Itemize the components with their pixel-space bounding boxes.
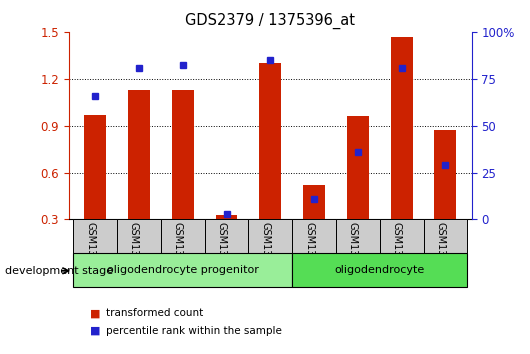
Bar	[435, 130, 456, 219]
Bar	[249, 219, 292, 253]
Bar	[216, 215, 237, 219]
Bar	[205, 219, 249, 253]
Bar	[259, 63, 281, 219]
Bar	[347, 116, 369, 219]
Text: GSM138218: GSM138218	[85, 222, 95, 281]
Text: GSM138225: GSM138225	[392, 222, 402, 281]
Text: GSM138224: GSM138224	[348, 222, 358, 281]
Text: GSM138229: GSM138229	[436, 222, 445, 281]
Bar	[292, 219, 336, 253]
Text: transformed count: transformed count	[106, 308, 203, 318]
Bar	[73, 219, 117, 253]
Bar	[128, 90, 150, 219]
Text: GSM138219: GSM138219	[129, 222, 139, 281]
Bar	[172, 90, 193, 219]
Text: GSM138221: GSM138221	[217, 222, 226, 281]
Text: GSM138220: GSM138220	[173, 222, 183, 281]
Bar	[73, 253, 292, 287]
Bar	[380, 219, 423, 253]
Title: GDS2379 / 1375396_at: GDS2379 / 1375396_at	[186, 13, 355, 29]
Text: ■: ■	[90, 326, 101, 336]
Text: GSM138223: GSM138223	[304, 222, 314, 281]
Bar	[292, 253, 467, 287]
Bar	[336, 219, 380, 253]
Bar	[161, 219, 205, 253]
Text: ■: ■	[90, 308, 101, 318]
Text: percentile rank within the sample: percentile rank within the sample	[106, 326, 282, 336]
Bar	[84, 115, 106, 219]
Bar	[423, 219, 467, 253]
Bar	[117, 219, 161, 253]
Text: GSM138222: GSM138222	[260, 222, 270, 281]
Text: oligodendrocyte progenitor: oligodendrocyte progenitor	[107, 265, 259, 275]
Bar	[391, 36, 412, 219]
Text: development stage: development stage	[5, 266, 113, 276]
Bar	[303, 185, 325, 219]
Text: oligodendrocyte: oligodendrocyte	[334, 265, 425, 275]
